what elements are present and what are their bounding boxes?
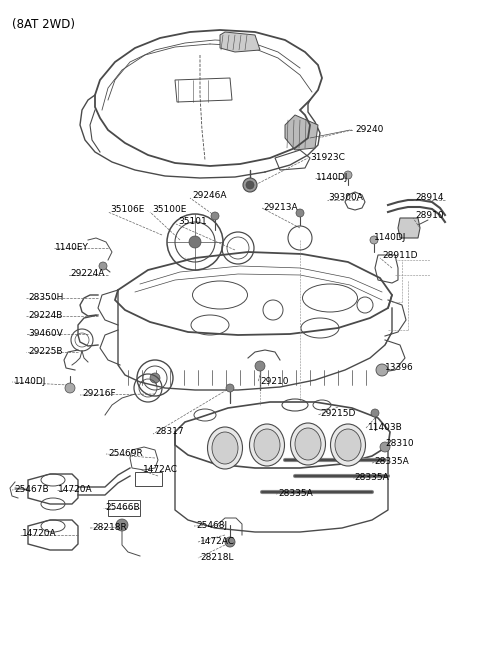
Circle shape xyxy=(226,384,234,392)
Ellipse shape xyxy=(295,428,321,460)
Circle shape xyxy=(255,361,265,371)
Text: 1140DJ: 1140DJ xyxy=(374,234,407,242)
Circle shape xyxy=(344,171,352,179)
Text: 39460V: 39460V xyxy=(28,329,63,339)
Text: 28911D: 28911D xyxy=(382,251,418,259)
Text: 11403B: 11403B xyxy=(368,422,403,432)
Text: 35100E: 35100E xyxy=(152,205,186,214)
Text: 1140EY: 1140EY xyxy=(55,242,89,251)
Circle shape xyxy=(99,262,107,270)
Text: 29210: 29210 xyxy=(260,378,288,387)
Ellipse shape xyxy=(335,429,361,461)
Text: 14720A: 14720A xyxy=(22,529,57,539)
Text: 28317: 28317 xyxy=(155,428,184,436)
Text: 25468J: 25468J xyxy=(196,521,227,529)
Text: 29240: 29240 xyxy=(355,125,384,135)
Text: 28218R: 28218R xyxy=(92,523,127,533)
Circle shape xyxy=(116,519,128,531)
Ellipse shape xyxy=(290,423,325,465)
Text: 28335A: 28335A xyxy=(374,457,409,467)
Text: 28350H: 28350H xyxy=(28,294,63,302)
Circle shape xyxy=(225,537,235,547)
Circle shape xyxy=(65,383,75,393)
Text: 29225B: 29225B xyxy=(28,348,62,356)
Circle shape xyxy=(371,409,379,417)
Text: 39300A: 39300A xyxy=(328,193,363,203)
Text: 29224A: 29224A xyxy=(70,269,104,279)
Text: 35101: 35101 xyxy=(178,218,207,226)
Circle shape xyxy=(376,364,388,376)
Polygon shape xyxy=(398,218,420,238)
Text: 25467B: 25467B xyxy=(14,486,48,494)
Circle shape xyxy=(211,212,219,220)
Text: 28335A: 28335A xyxy=(278,490,313,498)
Text: 29213A: 29213A xyxy=(263,203,298,211)
Circle shape xyxy=(380,442,390,452)
Polygon shape xyxy=(220,32,260,52)
Text: 29246A: 29246A xyxy=(192,191,227,199)
Circle shape xyxy=(246,181,254,189)
Ellipse shape xyxy=(254,429,280,461)
Text: 28335A: 28335A xyxy=(354,473,389,482)
Text: 1472AC: 1472AC xyxy=(200,537,235,546)
Text: 35106E: 35106E xyxy=(110,205,144,214)
Ellipse shape xyxy=(212,432,238,464)
Text: 28310: 28310 xyxy=(385,440,414,449)
Text: 14720A: 14720A xyxy=(58,486,93,494)
Text: 31923C: 31923C xyxy=(310,154,345,162)
Text: 29224B: 29224B xyxy=(28,312,62,321)
Text: 25469R: 25469R xyxy=(108,449,143,457)
Circle shape xyxy=(370,236,378,244)
Text: 1140DJ: 1140DJ xyxy=(316,172,348,182)
Circle shape xyxy=(296,209,304,217)
Text: 13396: 13396 xyxy=(385,362,414,372)
Text: 1140DJ: 1140DJ xyxy=(14,376,47,385)
Text: 1472AC: 1472AC xyxy=(143,465,178,473)
Text: 25466B: 25466B xyxy=(105,504,140,513)
Text: 28910: 28910 xyxy=(415,211,444,220)
Text: (8AT 2WD): (8AT 2WD) xyxy=(12,18,75,31)
Ellipse shape xyxy=(207,427,242,469)
Ellipse shape xyxy=(331,424,365,466)
Circle shape xyxy=(189,236,201,248)
Text: 29215D: 29215D xyxy=(320,409,355,418)
Circle shape xyxy=(150,373,160,383)
Text: 29216F: 29216F xyxy=(82,389,116,399)
Text: 28218L: 28218L xyxy=(200,552,233,562)
Circle shape xyxy=(243,178,257,192)
Text: 28914: 28914 xyxy=(415,193,444,203)
Ellipse shape xyxy=(250,424,285,466)
Polygon shape xyxy=(285,115,318,150)
